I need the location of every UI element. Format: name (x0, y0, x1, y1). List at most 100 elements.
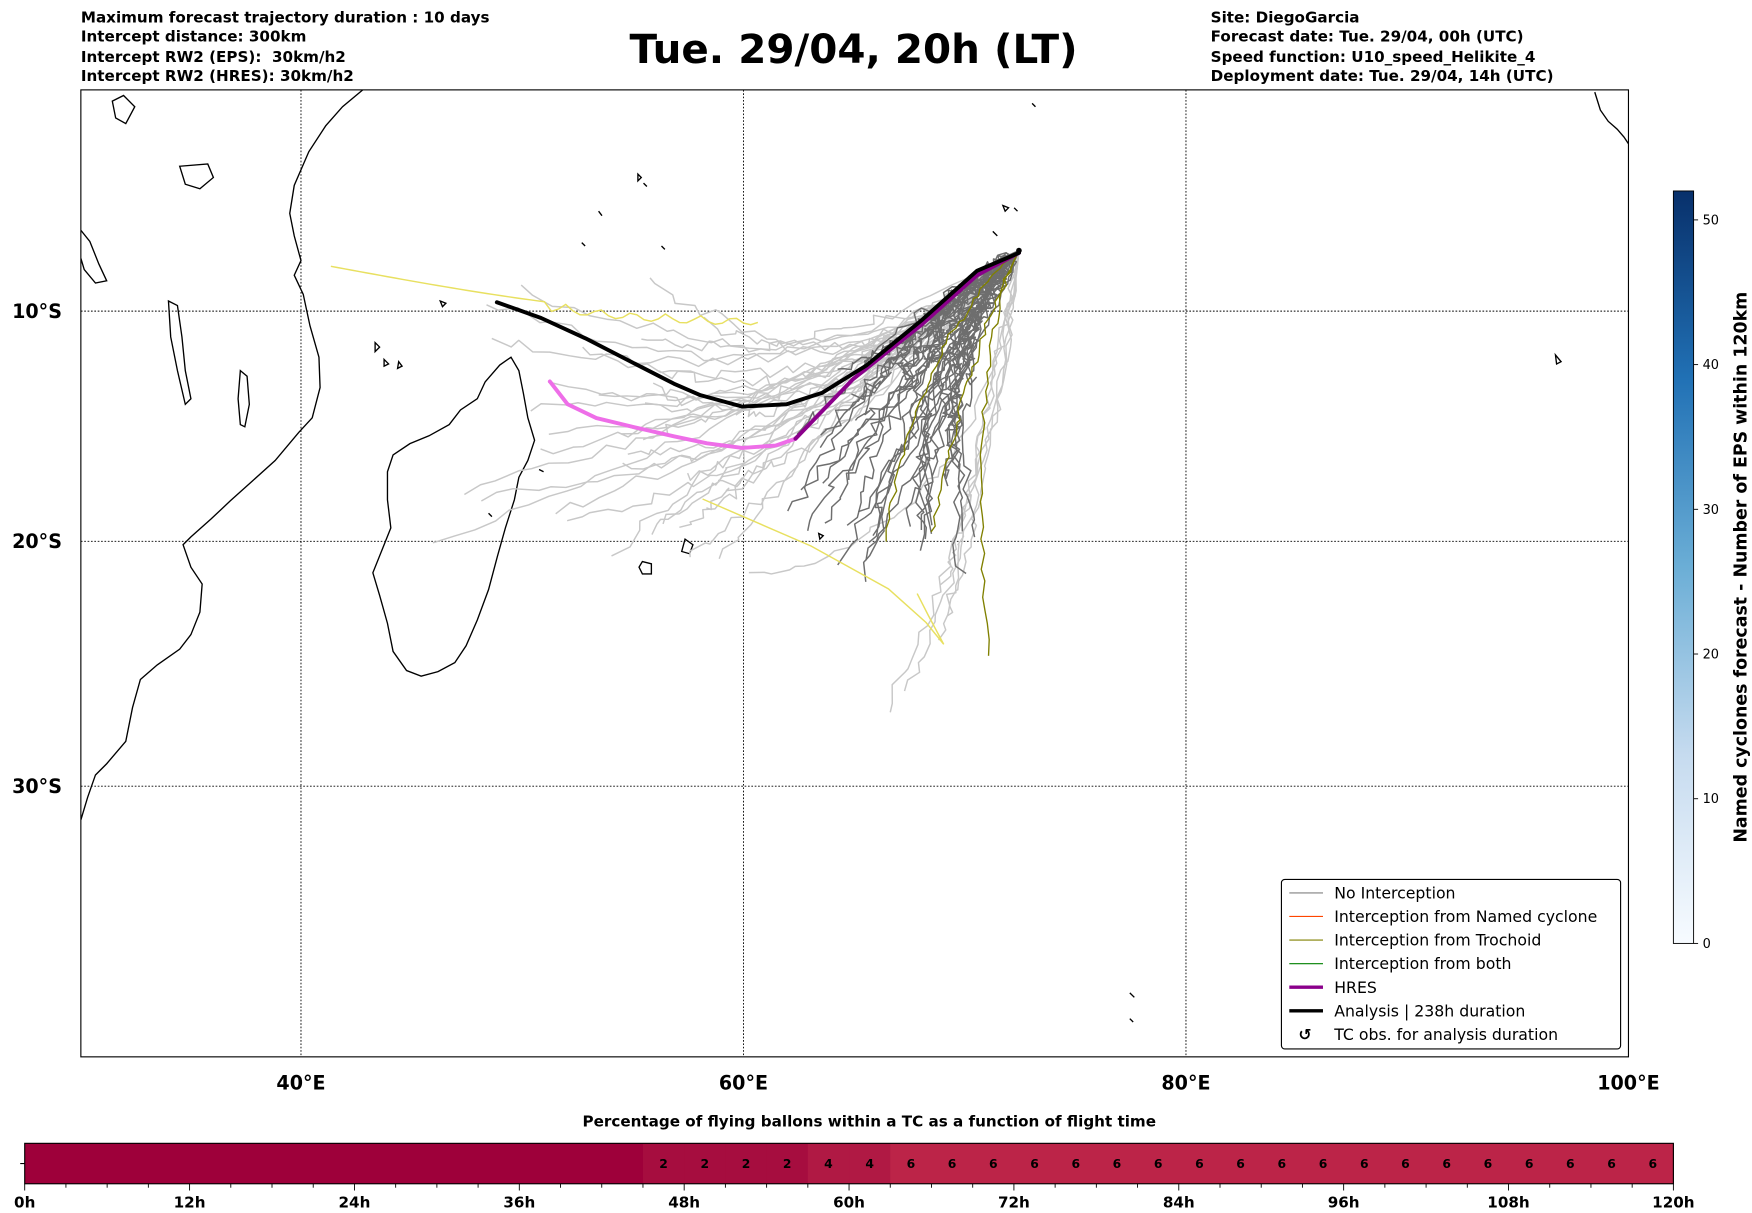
bottom-bar-title: Percentage of flying ballons within a TC… (583, 1112, 1157, 1130)
tc-percentage-cell (972, 1143, 1015, 1184)
tc-percentage-cell (1426, 1143, 1468, 1184)
lake-turkana-region (111, 94, 136, 125)
tc-percentage-cell (189, 1143, 232, 1184)
comoros (374, 340, 404, 370)
tc-obs-icon: ↺ (1298, 1025, 1311, 1044)
legend-label: Interception from both (1334, 954, 1511, 973)
gridlines (80, 89, 1629, 1057)
header-intercept-eps: Intercept RW2 (EPS): 30km/h2 (81, 48, 346, 66)
tc-percentage-value: 6 (1071, 1157, 1080, 1171)
tc-percentage-value: 6 (1030, 1157, 1039, 1171)
bar-x-tick-label: 60h (833, 1193, 865, 1211)
sumatra-coastline (1594, 91, 1629, 145)
tc-percentage-cell (890, 1143, 933, 1184)
tc-percentage-cell (1343, 1143, 1386, 1184)
colorbar-tick-label: 20 (1703, 648, 1719, 663)
tc-percentage-cell (478, 1143, 520, 1184)
chagos-islands (992, 102, 1036, 237)
tc-percentage-value: 6 (1319, 1157, 1328, 1171)
lon-label-40e: 40°E (276, 1071, 325, 1094)
tc-percentage-cell (148, 1143, 191, 1184)
legend: No Interception Interception from Named c… (1280, 878, 1622, 1050)
ensemble-trajectory (889, 250, 1020, 713)
ensemble-trajectory (937, 250, 1020, 641)
tc-percentage-value: 6 (1525, 1157, 1534, 1171)
hres-trajectory-late (547, 379, 798, 450)
ensemble-trajectory (945, 250, 1020, 617)
tc-percentage-value: 6 (1442, 1157, 1451, 1171)
tc-percentage-cell (642, 1143, 685, 1184)
ensemble-trajectory (897, 249, 1020, 373)
tc-percentage-value: 6 (1401, 1157, 1410, 1171)
tc-percentage-bar: 2 2 2 2 4 4 6 6 6 6 6 6 6 6 6 6 6 6 6 6 6 6 6 6 60h 12h 24h 36h 48h 6… (14, 1142, 1695, 1211)
lat-label-10s: 10°S (12, 300, 62, 323)
tc-percentage-value: 6 (1195, 1157, 1204, 1171)
trajectories (330, 247, 1022, 713)
header-left: Maximum forecast trajectory duration : 1… (81, 9, 490, 85)
bar-x-tick-label: 84h (1163, 1193, 1195, 1211)
tc-percentage-value: 6 (1154, 1157, 1163, 1171)
header-forecast-date: Forecast date: Tue. 29/04, 00h (UTC) (1211, 28, 1524, 46)
tc-percentage-cell (1590, 1143, 1633, 1184)
ensemble-trajectory (644, 250, 1020, 413)
tc-percentage-cell (1013, 1143, 1056, 1184)
tc-percentage-cell (1384, 1143, 1427, 1184)
tc-percentage-value: 6 (1607, 1157, 1616, 1171)
bar-x-tick-label: 108h (1487, 1193, 1529, 1211)
ensemble-trajectory (748, 250, 1020, 575)
tc-percentage-cell (519, 1143, 562, 1184)
legend-label: Analysis | 238h duration (1334, 1001, 1525, 1020)
tc-percentage-cell (1055, 1143, 1097, 1184)
colorbar: Named cyclones forecast - Number of EPS … (1672, 190, 1751, 952)
bar-x-tick-label: 36h (503, 1193, 535, 1211)
tc-percentage-cell (436, 1143, 479, 1184)
header-speed-function: Speed function: U10_speed_Helikite_4 (1211, 48, 1536, 66)
header-intercept-distance: Intercept distance: 300km (81, 28, 307, 46)
tc-percentage-cell (849, 1143, 891, 1184)
tc-percentage-cell (272, 1143, 314, 1184)
trochoid-light-trajectory (702, 498, 945, 645)
tc-percentage-cell (395, 1143, 438, 1184)
tc-percentage-cell (1302, 1143, 1345, 1184)
tc-percentage-cell (313, 1143, 356, 1184)
site-marker (1016, 247, 1022, 254)
ensemble-trajectory (824, 250, 1020, 524)
seychelles (439, 172, 666, 308)
tc-percentage-value: 6 (1113, 1157, 1122, 1171)
tc-percentage-cell (1178, 1143, 1221, 1184)
lon-label-100e: 100°E (1597, 1071, 1659, 1094)
tc-percentage-cell (65, 1143, 108, 1184)
ensemble-trajectory (905, 250, 1020, 527)
tc-percentage-value: 6 (989, 1157, 998, 1171)
header-site: Site: DiegoGarcia (1211, 9, 1360, 27)
tc-percentage-value: 6 (1566, 1157, 1575, 1171)
lake-kivu (80, 229, 108, 284)
africa-coastline (80, 89, 364, 821)
tc-percentage-cell (230, 1143, 273, 1184)
reunion-coastline (638, 560, 653, 575)
tc-percentage-cell (807, 1143, 850, 1184)
header-deployment-date: Deployment date: Tue. 29/04, 14h (UTC) (1211, 67, 1554, 85)
lake-malawi (237, 369, 251, 428)
ensemble-trajectory (885, 250, 1020, 542)
colorbar-gradient (1672, 190, 1695, 944)
lon-label-80e: 80°E (1161, 1071, 1210, 1094)
legend-label: TC obs. for analysis duration (1333, 1025, 1558, 1044)
ensemble-trajectory (930, 250, 1020, 533)
lon-label-60e: 60°E (719, 1071, 768, 1094)
tc-percentage-cell (766, 1143, 809, 1184)
tc-percentage-value: 4 (865, 1157, 874, 1171)
ensemble-trajectory (979, 250, 1020, 656)
colorbar-label: Named cyclones forecast - Number of EPS … (1731, 292, 1751, 843)
bar-x-tick-label: 24h (338, 1193, 370, 1211)
header-intercept-hres: Intercept RW2 (HRES): 30km/h2 (81, 67, 354, 85)
tc-percentage-cell (1549, 1143, 1592, 1184)
colorbar-tick-label: 0 (1703, 937, 1711, 952)
bar-x-tick-label: 48h (668, 1193, 700, 1211)
bar-x-tick-label: 72h (998, 1193, 1030, 1211)
trochoid-light-trajectory (330, 265, 759, 326)
tc-percentage-value: 2 (742, 1157, 751, 1171)
legend-label: HRES (1334, 978, 1377, 997)
bar-x-tick-label: 12h (174, 1193, 206, 1211)
figure-title: Tue. 29/04, 20h (LT) (629, 25, 1077, 73)
